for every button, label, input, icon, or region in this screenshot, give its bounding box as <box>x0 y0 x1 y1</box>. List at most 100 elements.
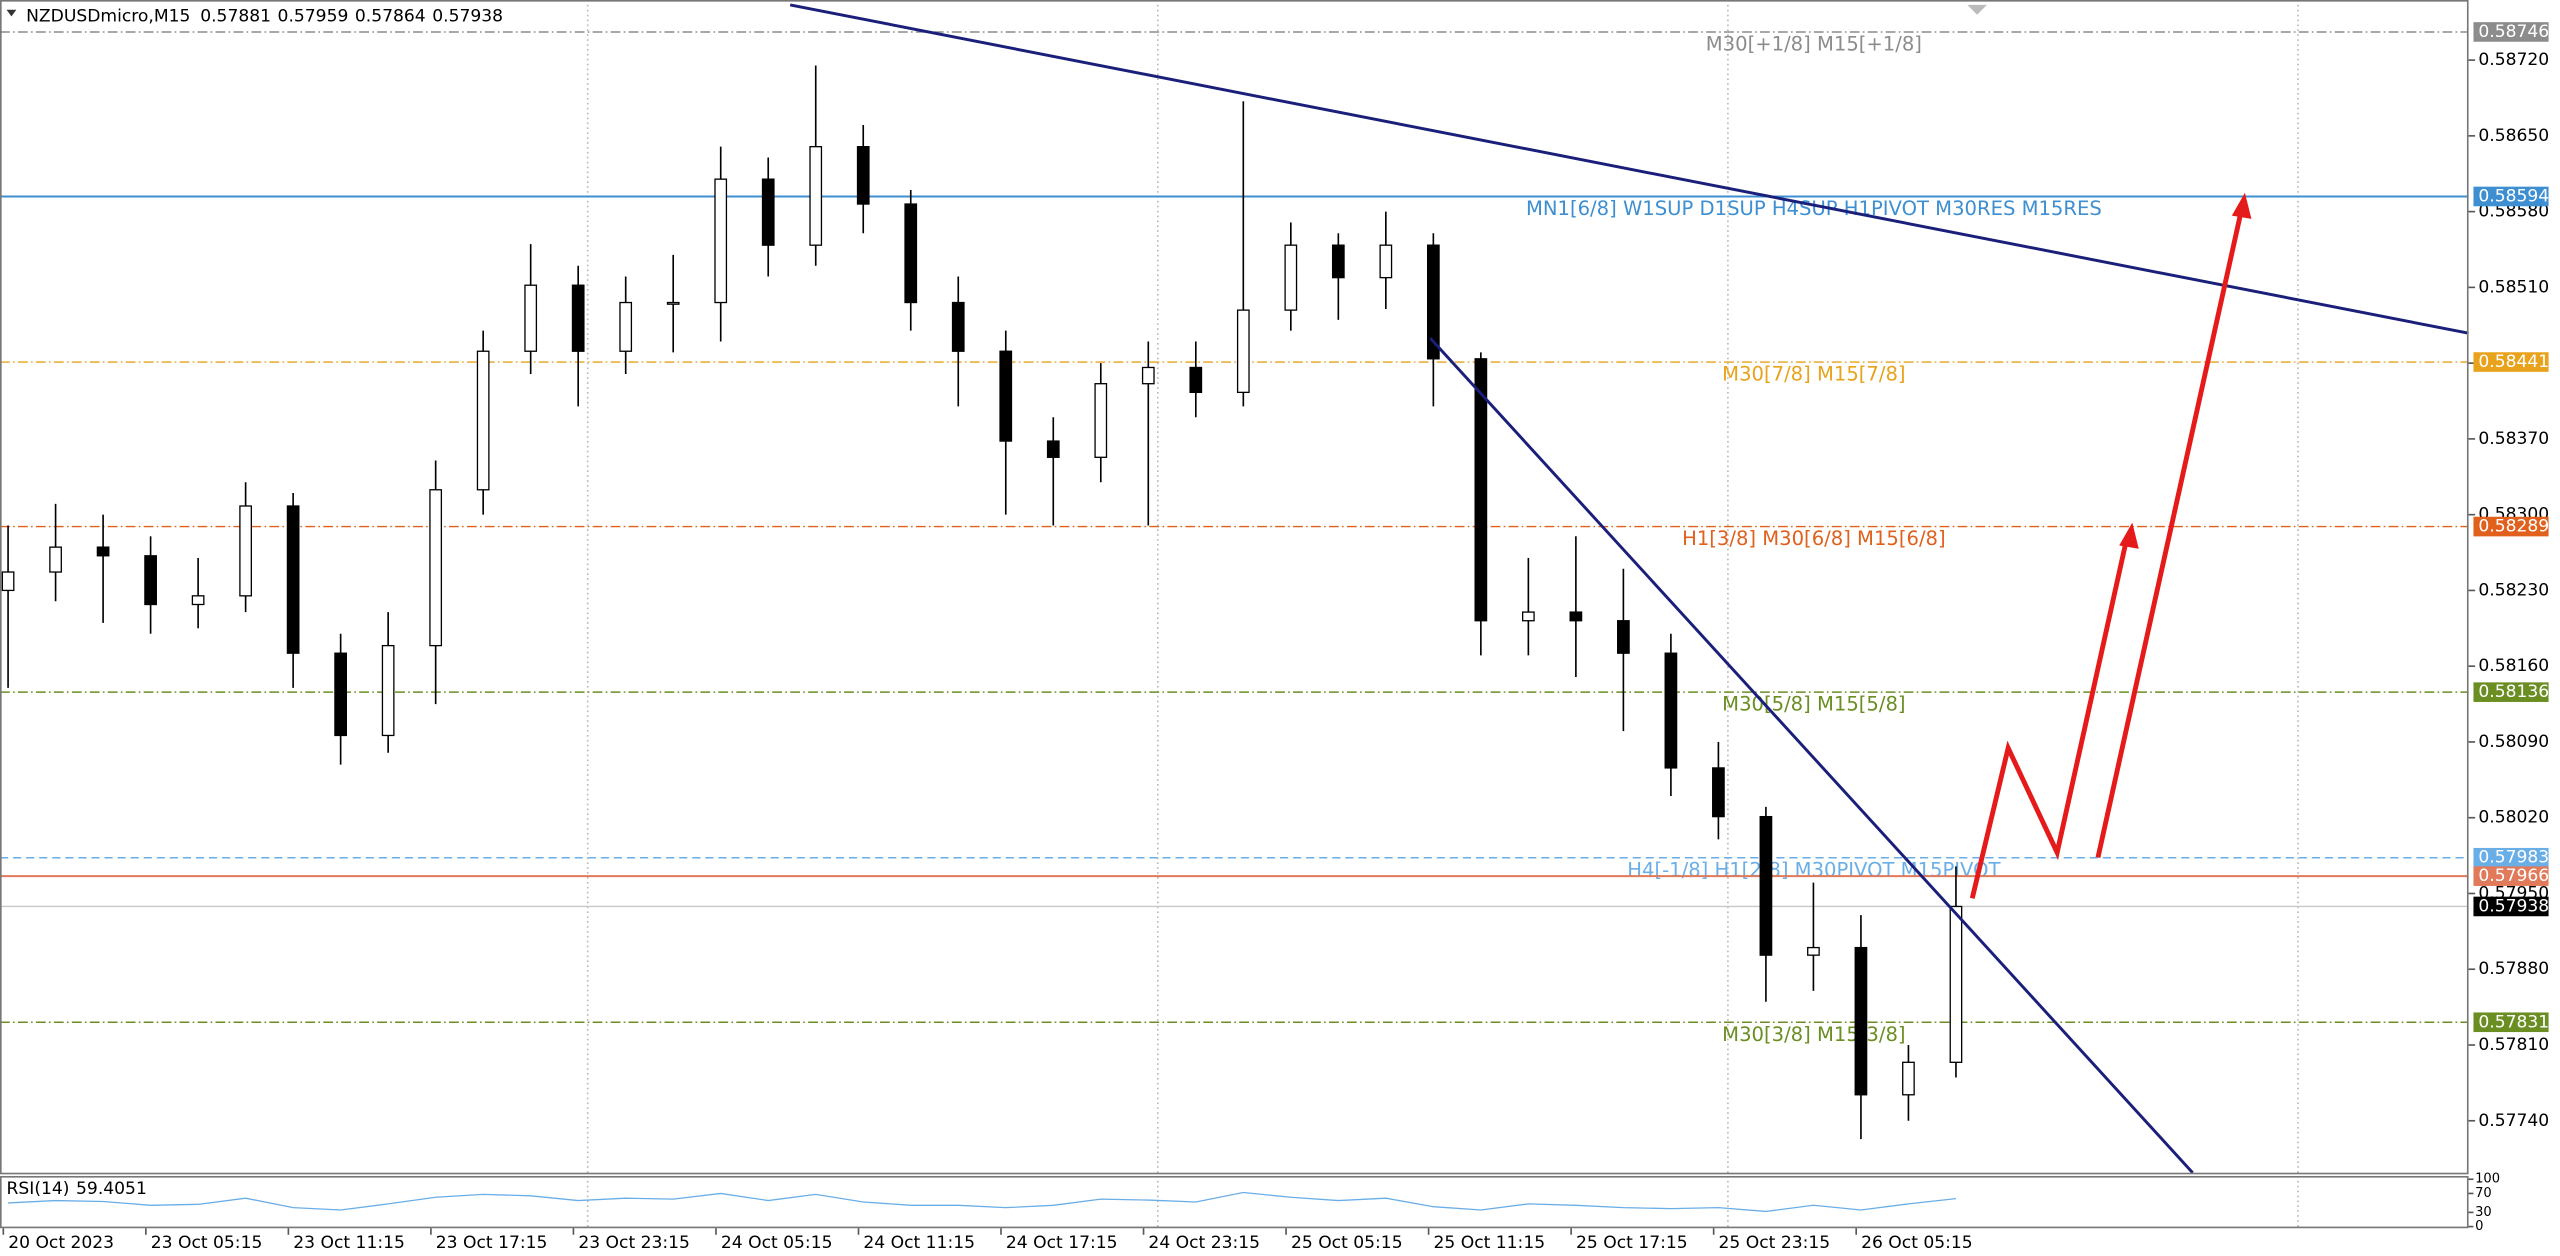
price-tag <box>2473 1012 2549 1033</box>
x-tick-label: 25 Oct 17:15 <box>1576 1233 1688 1253</box>
candle-body <box>476 350 490 491</box>
candle-body <box>191 595 205 606</box>
rsi-tick-label: 70 <box>2475 1186 2492 1201</box>
candle-body <box>761 178 775 246</box>
y-tick-label: 0.57880 <box>2478 959 2549 979</box>
candle-body <box>856 146 870 205</box>
price-tag <box>2473 22 2549 42</box>
candle-body <box>1236 309 1250 394</box>
price-tag-label: 0.57831 <box>2478 1012 2549 1032</box>
candle-body <box>1094 383 1108 458</box>
level-label: M30[3/8] M15[3/8] <box>1722 1023 1905 1046</box>
candle-body <box>1284 244 1298 311</box>
level-label: M30[5/8] M15[5/8] <box>1722 693 1905 716</box>
price-tag-label: 0.57983 <box>2478 848 2549 868</box>
candle-body <box>381 644 395 737</box>
x-tick-label: 25 Oct 11:15 <box>1433 1233 1545 1253</box>
price-tag <box>2473 352 2549 372</box>
plot-border <box>0 0 2469 1175</box>
y-tick-label: 0.58160 <box>2478 656 2549 676</box>
trendline <box>789 3 2469 335</box>
x-tick-label: 23 Oct 23:15 <box>578 1233 690 1253</box>
x-tick-label: 26 Oct 05:15 <box>1861 1233 1973 1253</box>
candle-body <box>1664 652 1678 769</box>
rsi-border <box>0 1175 2469 1229</box>
price-tag-label: 0.57938 <box>2478 896 2549 916</box>
candle-body <box>96 546 110 557</box>
price-tag-label: 0.58594 <box>2478 186 2549 206</box>
candle-body <box>714 178 728 304</box>
header-open: 0.57881 <box>200 6 271 26</box>
candle-body <box>666 301 680 305</box>
y-tick-label: 0.58720 <box>2478 50 2549 70</box>
candle-body <box>1141 366 1155 385</box>
price-tag <box>2473 896 2549 917</box>
y-tick-label: 0.58650 <box>2478 126 2549 146</box>
x-tick-label: 24 Oct 11:15 <box>863 1233 975 1253</box>
candle-body <box>1712 767 1725 818</box>
header: NZDUSDmicro,M15 0.57881 0.57959 0.57864 0.57… <box>26 6 503 26</box>
arrow-head <box>2119 522 2139 549</box>
price-tag <box>2473 516 2549 537</box>
level-label: H1[3/8] M30[6/8] M15[6/8] <box>1682 527 1946 550</box>
forecast-arrow <box>1969 535 2130 899</box>
level-label: M30[7/8] M15[7/8] <box>1722 363 1905 386</box>
y-tick-label: 0.58580 <box>2478 202 2549 222</box>
arrow-head <box>2231 192 2252 219</box>
candles <box>1 65 1963 1140</box>
x-tick-label: 20 Oct 2023 <box>8 1233 114 1253</box>
price-tag-label: 0.58289 <box>2478 517 2549 537</box>
candle-body <box>1854 946 1868 1096</box>
level-label: M30[+1/8] M15[+1/8] <box>1706 33 1922 56</box>
x-tick-label: 24 Oct 17:15 <box>1006 1233 1118 1253</box>
price-tag <box>2473 186 2549 207</box>
rsi-value: 59.4051 <box>76 1179 147 1199</box>
price-tags: 0.58746 0.58594 0.58441 0.58289 0.58136 0.579… <box>2473 22 2549 1032</box>
candle-body <box>334 652 348 737</box>
menu-arrow[interactable] <box>6 9 17 17</box>
x-tick-label: 23 Oct 11:15 <box>293 1233 405 1253</box>
candle-body <box>1521 611 1535 622</box>
trendline <box>1429 337 2194 1174</box>
price-tag <box>2473 866 2549 886</box>
candle-body <box>1189 366 1203 394</box>
level-label: H4[-1/8] H1[2/8] M30PIVOT M15PIVOT <box>1627 858 2001 881</box>
rsi-title: RSI(14) 59.4051 <box>7 1179 147 1199</box>
price-tag <box>2473 847 2549 868</box>
forecast-arrow <box>2095 208 2245 859</box>
candle-body <box>1617 620 1630 654</box>
candle-body <box>1759 815 1773 956</box>
y-tick-label: 0.58090 <box>2478 732 2549 752</box>
price-tag-label: 0.57966 <box>2478 866 2549 886</box>
candle-body <box>1426 244 1440 360</box>
rsi-tick-label: 100 <box>2475 1172 2500 1187</box>
rsi-label: RSI(14) <box>7 1179 70 1199</box>
y-tick-label: 0.58020 <box>2478 808 2549 828</box>
x-tick-label: 24 Oct 05:15 <box>721 1233 833 1253</box>
candle-body <box>144 555 157 606</box>
candle-body <box>1046 440 1060 458</box>
candle-body <box>1949 905 1963 1063</box>
price-tag <box>2473 682 2549 702</box>
candle-body <box>1807 946 1820 956</box>
header-high: 0.57959 <box>278 6 349 26</box>
header-close: 0.57938 <box>432 6 503 26</box>
x-tick-label: 25 Oct 05:15 <box>1291 1233 1403 1253</box>
y-tick-label: 0.58230 <box>2478 580 2549 600</box>
shift-marker <box>1967 4 1987 15</box>
candle-body <box>1331 244 1345 279</box>
y-tick-label: 0.57740 <box>2478 1111 2549 1131</box>
x-tick-label: 24 Oct 23:15 <box>1148 1233 1260 1253</box>
x-tick-label: 25 Oct 23:15 <box>1719 1233 1831 1253</box>
candle-body <box>286 505 300 654</box>
candle-body <box>1902 1061 1915 1096</box>
candle-body <box>999 350 1013 442</box>
level-label: MN1[6/8] W1SUP D1SUP H4SUP H1PIVOT M30RE… <box>1526 197 2102 220</box>
header-low: 0.57864 <box>355 6 426 26</box>
candle-body <box>524 284 538 352</box>
y-tick-label: 0.57810 <box>2478 1035 2549 1055</box>
price-tag-label: 0.58746 <box>2478 22 2549 42</box>
